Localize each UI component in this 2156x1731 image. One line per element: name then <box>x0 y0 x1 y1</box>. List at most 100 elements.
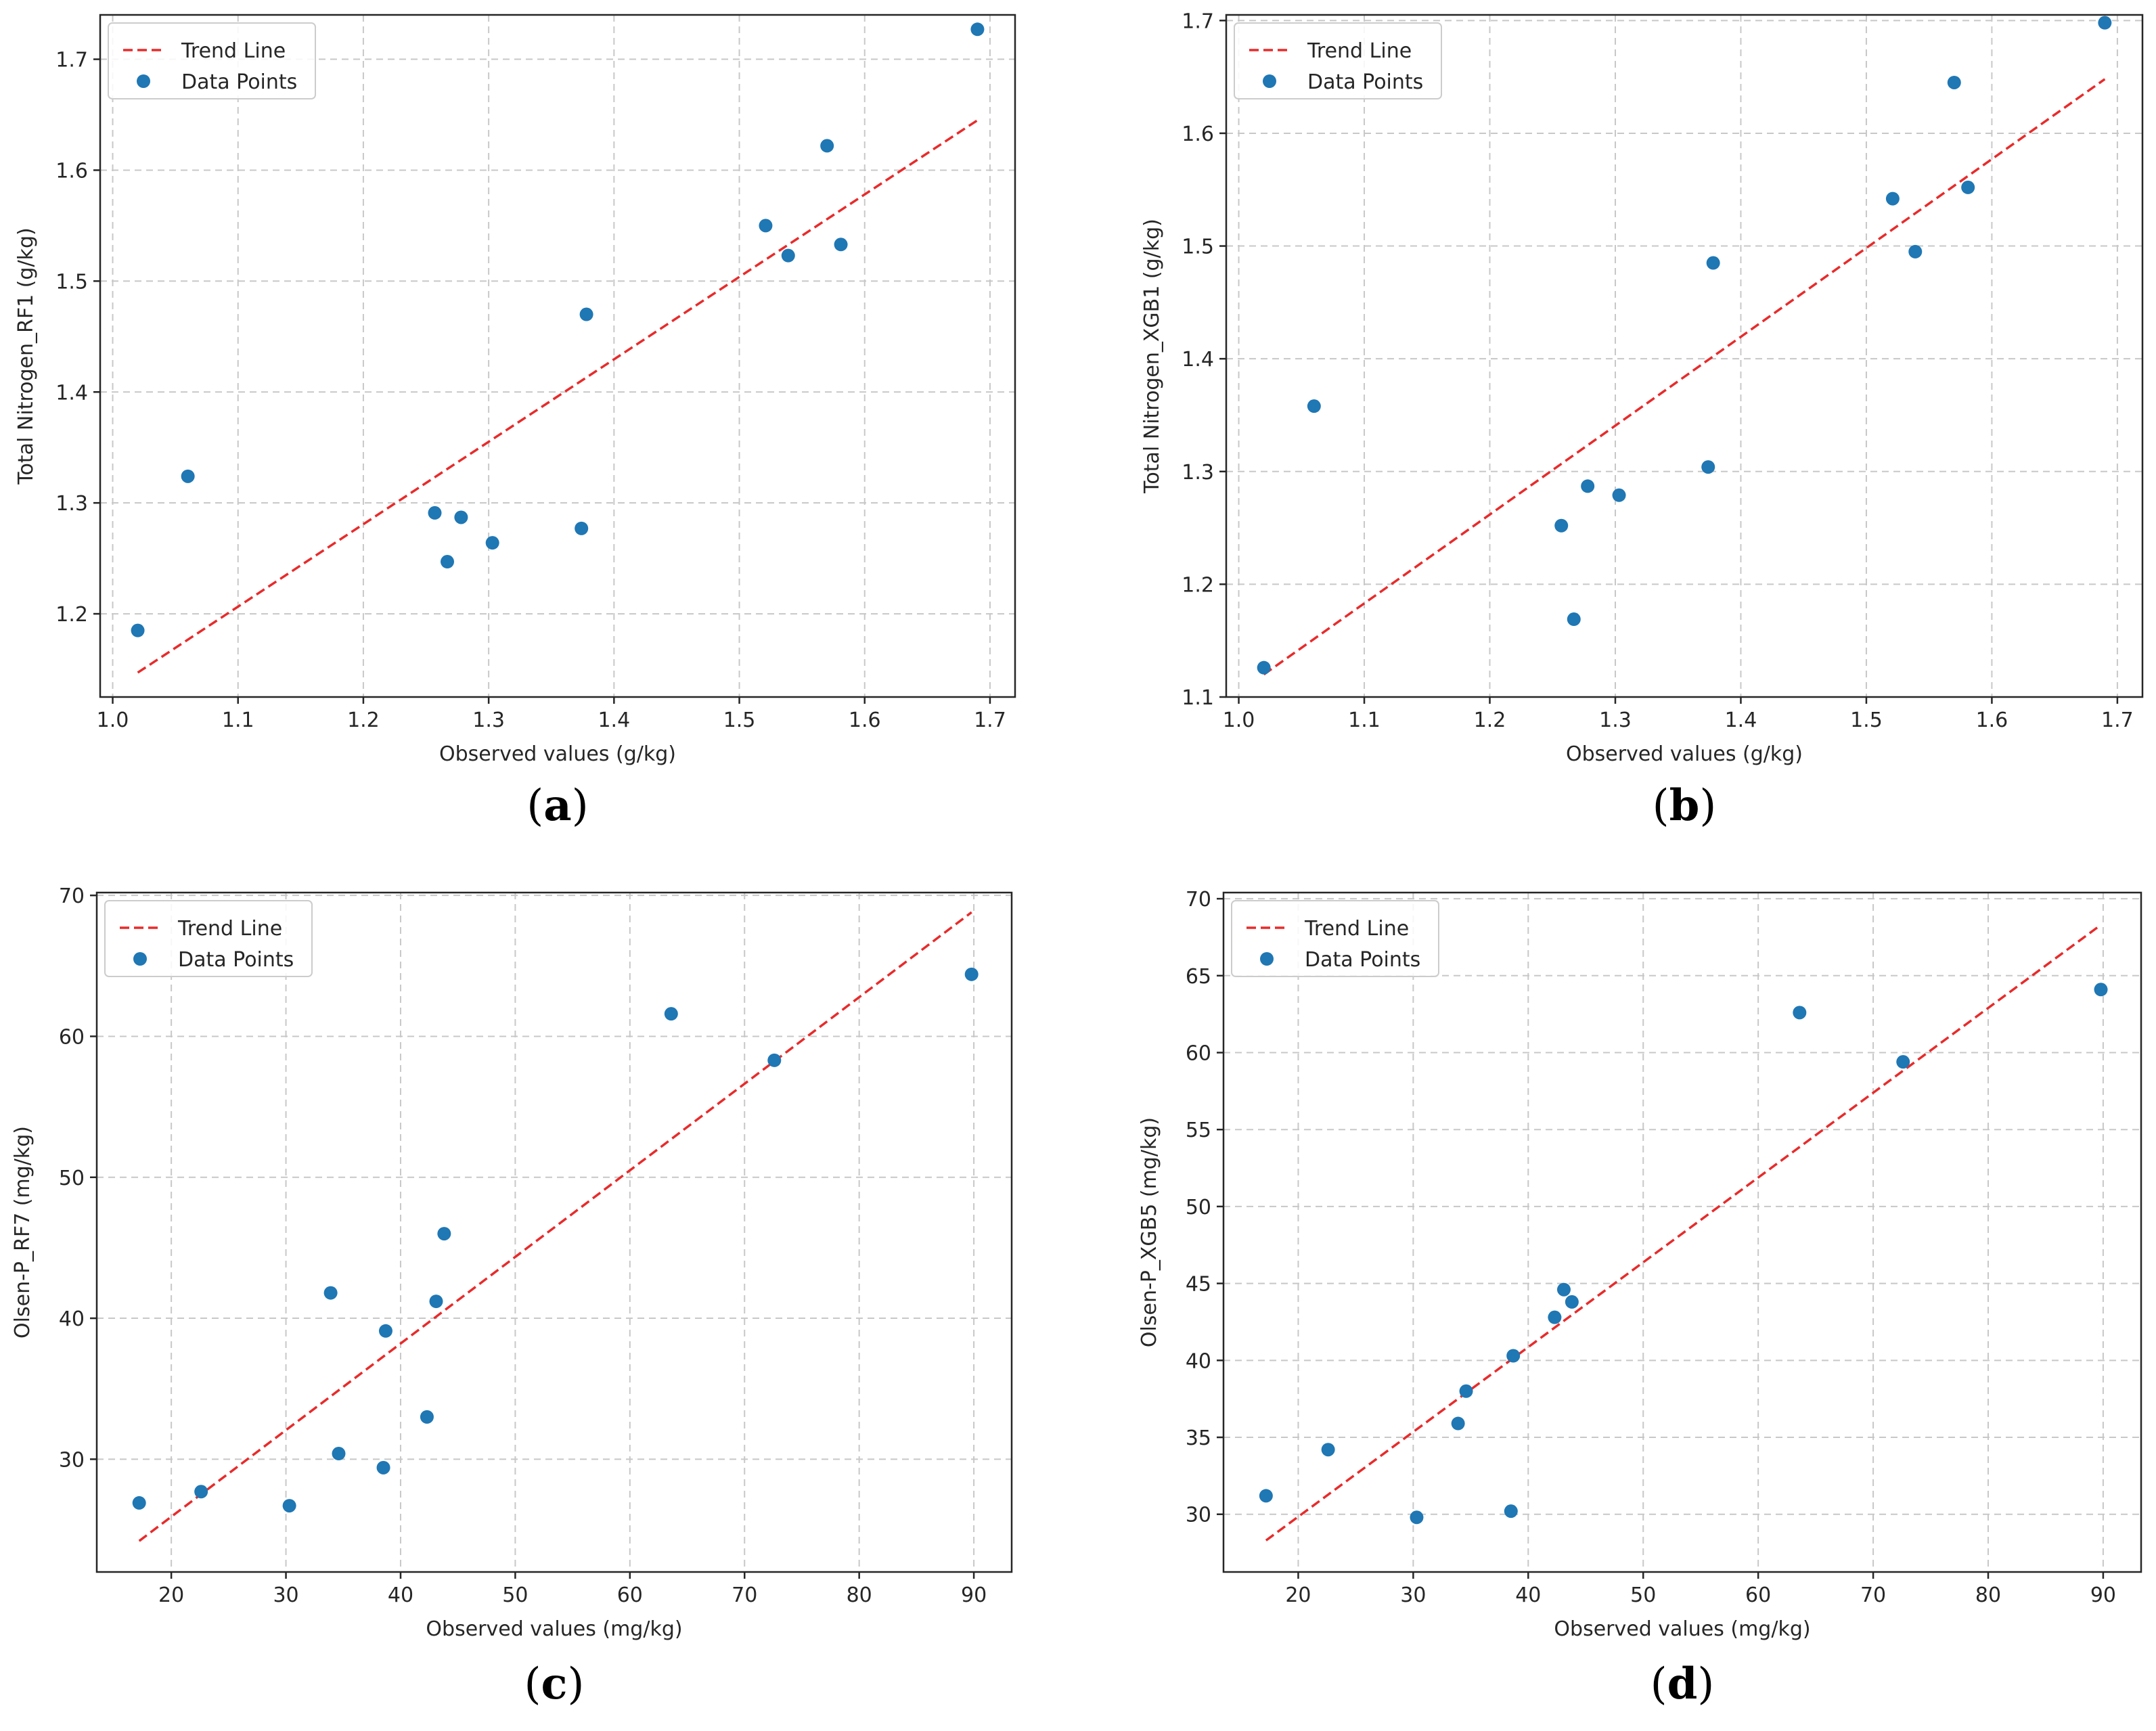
trend-line <box>1263 78 2106 676</box>
panel-label: (b) <box>1653 780 1717 831</box>
plot-frame <box>95 891 1013 1573</box>
data-point <box>1896 1055 1910 1069</box>
legend-points-swatch <box>1263 74 1276 88</box>
y-tick-label: 1.7 <box>55 49 88 72</box>
x-axis-label: Observed values (g/kg) <box>1566 742 1803 766</box>
data-point <box>1701 460 1715 474</box>
legend-box <box>1234 22 1442 99</box>
y-tick-label: 35 <box>1186 1426 1211 1450</box>
x-tick-label: 30 <box>1400 1583 1426 1607</box>
x-tick-label: 1.4 <box>598 709 630 732</box>
x-axis-label: Observed values (mg/kg) <box>1554 1617 1810 1641</box>
data-point <box>1947 75 1961 89</box>
data-point <box>1506 1349 1521 1363</box>
data-point <box>767 1053 782 1067</box>
x-tick-label: 20 <box>158 1583 184 1607</box>
plot-frame <box>1222 891 2142 1573</box>
y-tick-label: 1.3 <box>55 492 88 516</box>
data-point <box>441 555 455 569</box>
chart-panel-c: 20 30 40 50 60 70 80 90 30 40 50 60 70 Observed value… <box>11 884 1013 1709</box>
y-tick-label: 45 <box>1186 1273 1211 1297</box>
trend-line <box>1265 924 2102 1542</box>
data-point <box>323 1286 338 1300</box>
x-tick-label: 1.1 <box>1348 709 1380 732</box>
data-point <box>378 1324 392 1338</box>
y-axis-label: Olsen-P_XGB5 (mg/kg) <box>1138 1117 1161 1347</box>
y-tick-label: 70 <box>1186 888 1211 912</box>
y-tick-label: 70 <box>59 884 85 908</box>
data-point <box>970 22 985 37</box>
y-tick-label: 55 <box>1186 1119 1211 1142</box>
x-tick-label: 60 <box>1745 1583 1771 1607</box>
legend-points-label: Data Points <box>178 948 294 972</box>
y-axis-label: Olsen-P_RF7 (mg/kg) <box>11 1126 35 1339</box>
legend-box <box>108 22 316 99</box>
legend-points-label: Data Points <box>1305 948 1420 972</box>
data-point <box>1567 612 1581 627</box>
data-point <box>820 139 834 153</box>
y-tick-label: 1.7 <box>1182 9 1214 33</box>
legend-points-label: Data Points <box>1307 70 1423 94</box>
data-point <box>454 510 468 524</box>
y-tick-label: 50 <box>1186 1196 1211 1219</box>
legend-points-label: Data Points <box>181 70 297 94</box>
legend-trend-label: Trend Line <box>177 917 282 941</box>
data-point <box>1793 1006 1807 1020</box>
x-tick-label: 40 <box>388 1583 413 1607</box>
data-point <box>1451 1416 1465 1431</box>
x-tick-label: 1.2 <box>347 709 380 732</box>
data-point <box>1556 1282 1571 1297</box>
x-tick-label: 1.2 <box>1474 709 1506 732</box>
legend-points-swatch <box>133 952 147 966</box>
plot-frame <box>1225 14 2144 698</box>
data-point <box>964 967 979 981</box>
panel-label: (c) <box>524 1659 585 1709</box>
y-tick-label: 65 <box>1186 965 1211 989</box>
data-point <box>1581 479 1595 493</box>
legend-box <box>1231 900 1439 977</box>
x-tick-label: 1.5 <box>1850 709 1883 732</box>
data-point <box>428 505 442 520</box>
data-point <box>1459 1384 1473 1398</box>
data-point <box>1410 1510 1424 1525</box>
data-point <box>429 1295 443 1309</box>
x-tick-label: 80 <box>847 1583 872 1607</box>
y-tick-label: 60 <box>1186 1042 1211 1066</box>
data-point <box>1706 256 1720 270</box>
chart-panel-b: 1.0 1.1 1.2 1.3 1.4 1.5 1.6 1.7 1.1 1.2 1.3 1.4 1.5 1… <box>1140 9 2144 831</box>
x-tick-label: 1.3 <box>1599 709 1632 732</box>
y-tick-label: 1.2 <box>1182 573 1214 597</box>
y-tick-label: 1.3 <box>1182 461 1214 485</box>
x-tick-label: 50 <box>502 1583 528 1607</box>
data-point <box>579 307 593 321</box>
data-point <box>781 248 795 263</box>
data-point <box>1257 660 1271 675</box>
legend-trend-label: Trend Line <box>1304 917 1409 941</box>
x-tick-label: 1.6 <box>1976 709 2008 732</box>
x-tick-label: 70 <box>732 1583 757 1607</box>
x-tick-label: 50 <box>1630 1583 1656 1607</box>
plot-frame <box>99 14 1016 698</box>
data-point <box>131 623 145 637</box>
y-axis-label: Total Nitrogen_RF1 (g/kg) <box>14 227 38 485</box>
legend-trend-label: Trend Line <box>1307 39 1412 63</box>
legend-box <box>104 900 313 977</box>
data-point <box>420 1410 434 1424</box>
y-tick-label: 30 <box>59 1448 85 1472</box>
legend-points-swatch <box>1260 952 1274 966</box>
x-tick-label: 1.7 <box>974 709 1006 732</box>
x-tick-label: 70 <box>1860 1583 1886 1607</box>
x-tick-label: 1.4 <box>1725 709 1757 732</box>
data-point <box>2098 16 2112 30</box>
data-point <box>834 238 848 252</box>
data-point <box>759 219 773 233</box>
trend-line <box>137 119 979 674</box>
x-tick-label: 20 <box>1285 1583 1311 1607</box>
data-point <box>1554 518 1569 533</box>
y-tick-label: 1.5 <box>1182 235 1214 259</box>
x-axis-label: Observed values (mg/kg) <box>426 1617 682 1641</box>
x-axis-label: Observed values (g/kg) <box>439 742 676 766</box>
data-point <box>1307 399 1321 413</box>
y-tick-label: 1.4 <box>55 381 88 405</box>
